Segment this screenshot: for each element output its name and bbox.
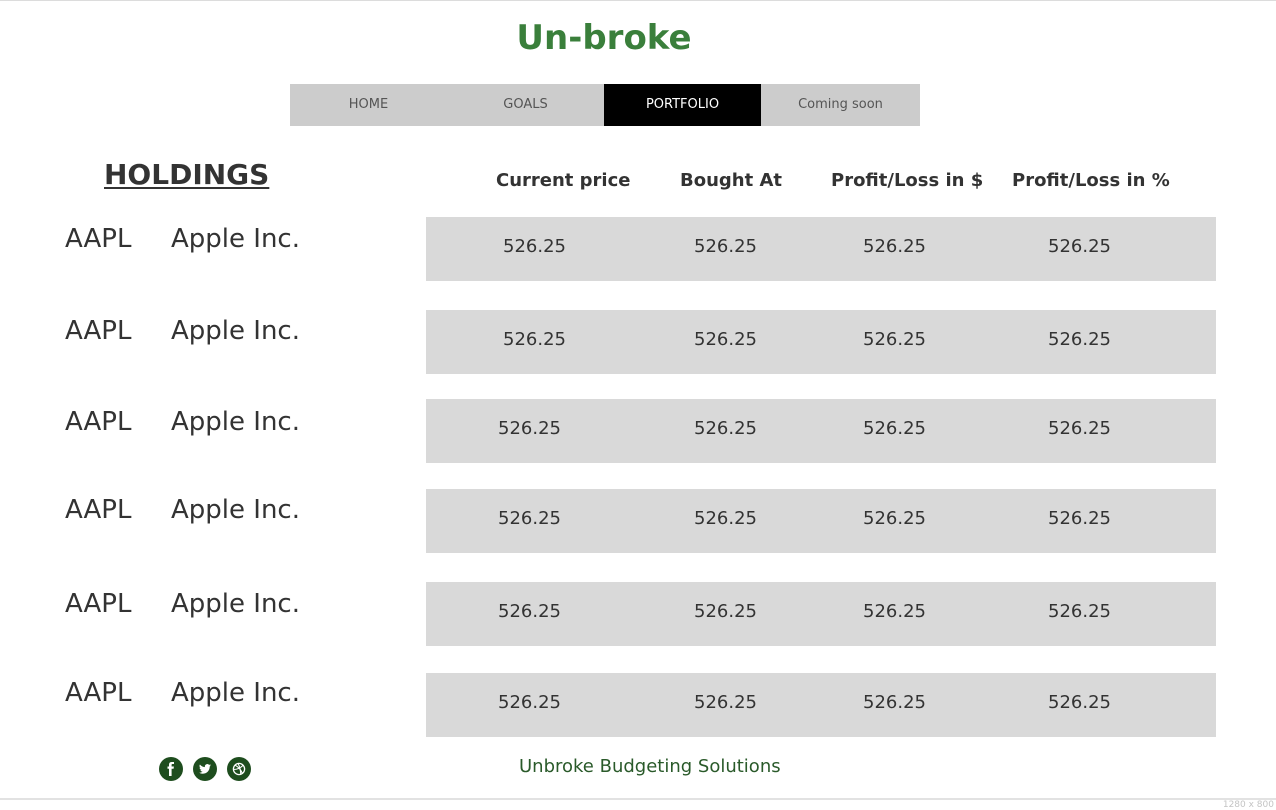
profit-loss-dollar-value: 526.25 xyxy=(863,692,926,713)
bought-at-value: 526.25 xyxy=(694,508,757,529)
holding-row: 526.25 526.25 526.25 526.25 xyxy=(426,582,1216,646)
bought-at-value: 526.25 xyxy=(694,236,757,257)
holding-symbol: AAPL xyxy=(65,407,132,437)
profit-loss-dollar-value: 526.25 xyxy=(863,601,926,622)
nav-item-coming-soon[interactable]: Coming soon xyxy=(798,97,883,112)
current-price-value: 526.25 xyxy=(503,329,566,350)
nav-item-portfolio[interactable]: PORTFOLIO xyxy=(604,84,761,126)
holding-row: 526.25 526.25 526.25 526.25 xyxy=(426,310,1216,374)
profit-loss-percent-value: 526.25 xyxy=(1048,601,1111,622)
profit-loss-percent-value: 526.25 xyxy=(1048,329,1111,350)
holdings-title: HOLDINGS xyxy=(104,158,270,191)
holding-row: 526.25 526.25 526.25 526.25 xyxy=(426,399,1216,463)
bottom-border xyxy=(0,798,1276,800)
holding-name: Apple Inc. xyxy=(171,407,300,437)
canvas-size-label: 1280 x 800 xyxy=(1222,800,1274,810)
profit-loss-dollar-value: 526.25 xyxy=(863,508,926,529)
column-header-profit-loss-dollar: Profit/Loss in $ xyxy=(831,170,984,191)
bought-at-value: 526.25 xyxy=(694,601,757,622)
profit-loss-percent-value: 526.25 xyxy=(1048,692,1111,713)
top-border xyxy=(0,0,1276,1)
dribbble-icon[interactable] xyxy=(227,757,251,781)
holding-name: Apple Inc. xyxy=(171,589,300,619)
holding-name: Apple Inc. xyxy=(171,316,300,346)
holding-symbol: AAPL xyxy=(65,678,132,708)
profit-loss-percent-value: 526.25 xyxy=(1048,508,1111,529)
column-header-profit-loss-percent: Profit/Loss in % xyxy=(1012,170,1170,191)
holding-name: Apple Inc. xyxy=(171,678,300,708)
holding-row: 526.25 526.25 526.25 526.25 xyxy=(426,673,1216,737)
current-price-value: 526.25 xyxy=(498,418,561,439)
bought-at-value: 526.25 xyxy=(694,692,757,713)
facebook-icon[interactable] xyxy=(159,757,183,781)
profit-loss-percent-value: 526.25 xyxy=(1048,418,1111,439)
column-header-bought-at: Bought At xyxy=(680,170,783,191)
brand-title: Un-broke xyxy=(516,18,692,58)
profit-loss-dollar-value: 526.25 xyxy=(863,329,926,350)
nav-item-home[interactable]: HOME xyxy=(348,97,389,112)
current-price-value: 526.25 xyxy=(503,236,566,257)
holding-row: 526.25 526.25 526.25 526.25 xyxy=(426,217,1216,281)
profit-loss-dollar-value: 526.25 xyxy=(863,236,926,257)
holding-name: Apple Inc. xyxy=(171,224,300,254)
holding-symbol: AAPL xyxy=(65,224,132,254)
bought-at-value: 526.25 xyxy=(694,329,757,350)
holding-symbol: AAPL xyxy=(65,316,132,346)
nav-item-goals[interactable]: GOALS xyxy=(503,97,548,112)
main-nav: HOME GOALS PORTFOLIO Coming soon xyxy=(290,84,920,126)
profit-loss-dollar-value: 526.25 xyxy=(863,418,926,439)
twitter-icon[interactable] xyxy=(193,757,217,781)
holding-symbol: AAPL xyxy=(65,589,132,619)
holding-symbol: AAPL xyxy=(65,495,132,525)
current-price-value: 526.25 xyxy=(498,508,561,529)
current-price-value: 526.25 xyxy=(498,601,561,622)
profit-loss-percent-value: 526.25 xyxy=(1048,236,1111,257)
holding-row: 526.25 526.25 526.25 526.25 xyxy=(426,489,1216,553)
column-header-current-price: Current price xyxy=(496,170,631,191)
footer-company-name: Unbroke Budgeting Solutions xyxy=(519,756,781,777)
current-price-value: 526.25 xyxy=(498,692,561,713)
bought-at-value: 526.25 xyxy=(694,418,757,439)
holding-name: Apple Inc. xyxy=(171,495,300,525)
